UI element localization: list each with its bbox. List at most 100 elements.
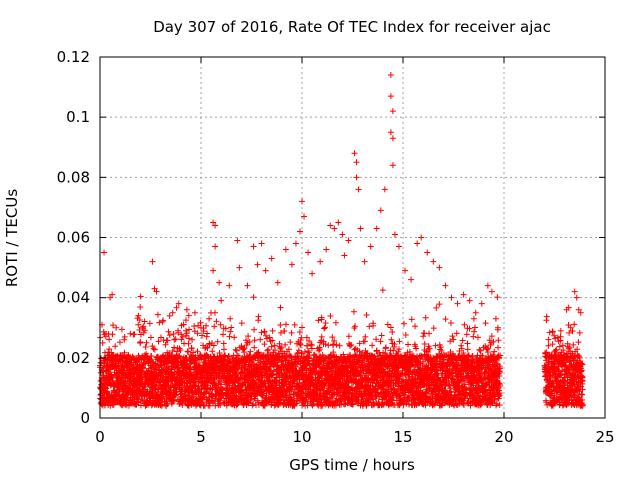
data-point: [381, 186, 388, 193]
data-point: [99, 339, 106, 346]
data-point: [169, 309, 176, 316]
data-point: [414, 240, 421, 247]
data-point: [357, 225, 364, 232]
data-point: [182, 327, 189, 334]
data-point: [292, 240, 299, 247]
data-point: [341, 252, 348, 259]
data-point: [373, 225, 380, 232]
data-point: [137, 339, 144, 346]
data-point: [418, 234, 425, 241]
data-point: [140, 323, 147, 330]
data-point: [156, 319, 163, 326]
data-point: [118, 326, 125, 333]
data-point: [262, 267, 269, 274]
data-point: [377, 207, 384, 214]
data-point: [268, 255, 275, 262]
data-point: [107, 294, 114, 301]
data-point: [571, 288, 578, 295]
data-point: [149, 343, 156, 350]
data-point: [185, 340, 192, 347]
data-point: [478, 300, 485, 307]
data-point: [258, 240, 265, 247]
data-point: [140, 383, 147, 390]
data-point: [355, 186, 362, 193]
data-point: [143, 339, 150, 346]
data-point: [573, 294, 580, 301]
data-point: [250, 243, 257, 250]
data-point: [109, 331, 116, 338]
data-point: [234, 237, 241, 244]
data-point: [185, 335, 192, 342]
data-point: [305, 249, 312, 256]
data-point: [210, 219, 217, 226]
data-point: [472, 309, 479, 316]
data-point: [183, 330, 190, 337]
data-point: [254, 261, 261, 268]
data-point: [175, 300, 182, 307]
data-point: [171, 336, 178, 343]
data-point: [309, 270, 316, 277]
data-point: [180, 321, 187, 328]
data-point: [492, 315, 499, 322]
data-point: [109, 291, 116, 298]
data-point: [323, 246, 330, 253]
data-point: [185, 312, 192, 319]
data-point: [179, 333, 186, 340]
data-point: [226, 282, 233, 289]
data-point: [387, 93, 394, 100]
data-point: [173, 304, 180, 311]
data-point: [164, 337, 171, 344]
data-point: [361, 258, 368, 265]
data-point: [157, 334, 164, 341]
data-point: [172, 336, 179, 343]
data-point: [212, 222, 219, 229]
data-point: [339, 231, 346, 238]
data-point: [110, 322, 117, 329]
data-point: [244, 282, 251, 289]
data-points: [97, 72, 586, 409]
data-point: [151, 377, 158, 384]
data-point: [113, 324, 120, 331]
data-point: [402, 267, 409, 274]
data-point: [206, 315, 213, 322]
data-point: [577, 309, 584, 316]
data-point: [141, 327, 148, 334]
data-point: [183, 332, 190, 339]
data-point: [387, 129, 394, 136]
data-point: [137, 303, 144, 310]
data-point: [116, 339, 123, 346]
data-point: [150, 345, 157, 352]
data-point: [424, 249, 431, 256]
data-point: [177, 347, 184, 354]
data-point: [103, 385, 110, 392]
data-point: [391, 231, 398, 238]
data-point: [153, 381, 160, 388]
data-point: [178, 336, 185, 343]
data-point: [351, 150, 358, 157]
data-point: [274, 279, 281, 286]
data-point: [153, 288, 160, 295]
data-point: [395, 243, 402, 250]
data-point: [212, 243, 219, 250]
data-point: [165, 328, 172, 335]
data-point: [169, 348, 176, 355]
data-point: [389, 162, 396, 169]
data-point: [155, 338, 162, 345]
data-point: [353, 174, 360, 181]
data-point: [183, 306, 190, 313]
data-point: [106, 346, 113, 353]
data-point: [141, 318, 148, 325]
data-point: [296, 228, 303, 235]
data-point: [112, 343, 119, 350]
data-point: [454, 300, 461, 307]
data-point: [148, 353, 155, 360]
data-point: [135, 399, 142, 406]
data-point: [282, 246, 289, 253]
data-point: [151, 346, 158, 353]
data-point: [185, 348, 192, 355]
data-point: [301, 213, 308, 220]
data-point: [545, 342, 552, 349]
data-point: [236, 264, 243, 271]
data-point: [166, 332, 173, 339]
data-point: [166, 312, 173, 319]
